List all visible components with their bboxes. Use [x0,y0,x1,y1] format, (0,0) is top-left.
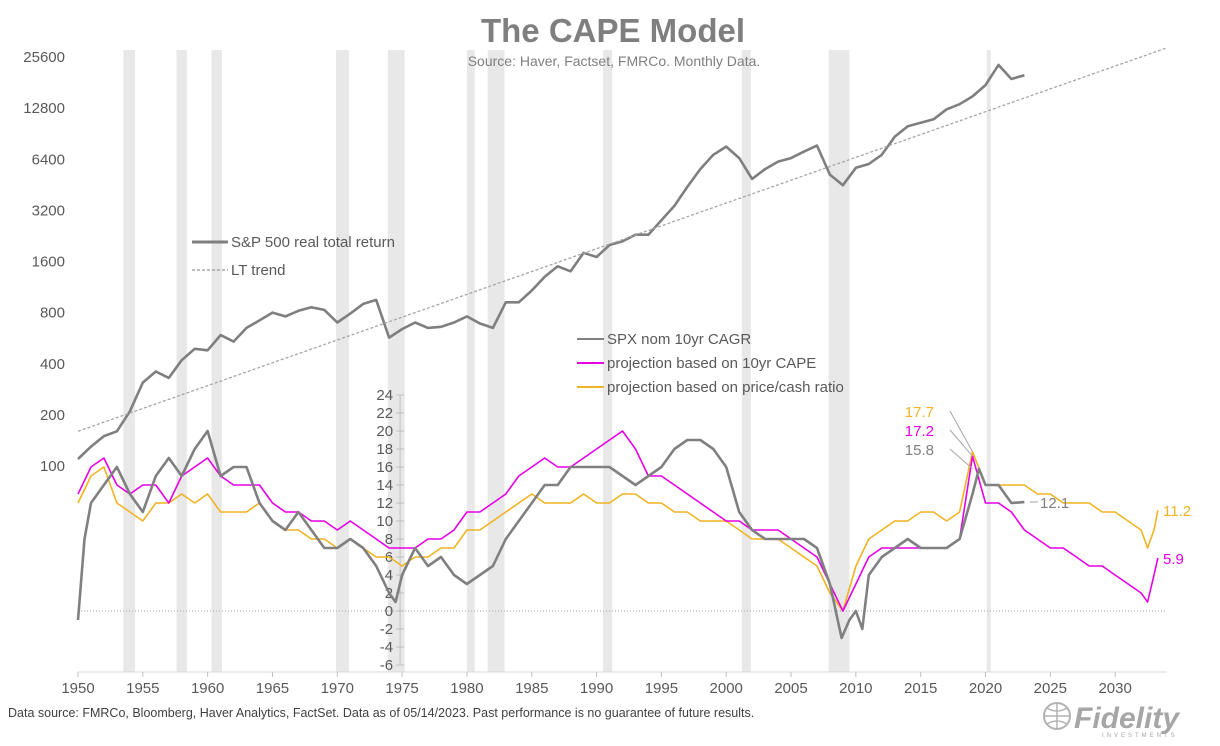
chart-title: The CAPE Model [481,12,745,49]
recession-bands [123,50,991,672]
legend-label-cagr: SPX nom 10yr CAGR [607,331,751,348]
chart-subtitle: Source: Haver, Factset, FMRCo. Monthly D… [468,53,761,69]
legend-label-pricecash: projection based on price/cash ratio [607,379,844,396]
x-tick-label: 1950 [61,680,94,697]
annotation-label: 11.2 [1163,503,1191,520]
recession-band-7 [603,50,613,672]
y-tick-label-lower: 16 [376,459,393,476]
recession-band-2 [211,50,222,672]
footnote: Data source: FMRCo, Bloomberg, Haver Ana… [8,706,754,720]
recession-band-3 [335,50,349,672]
y-tick-label-lower: 20 [376,423,393,440]
x-tick-label: 1975 [385,680,418,697]
y-tick-label-lower: 4 [385,567,393,584]
y-tick-label-lower: -4 [380,639,393,656]
y-tick-label-upper: 400 [40,356,65,373]
x-tick-label: 2005 [774,680,807,697]
recession-band-0 [123,50,136,672]
x-tick-label: 1970 [321,680,354,697]
x-tick-label: 1965 [256,680,289,697]
y-tick-label-lower: 12 [376,495,393,512]
y-tick-label-lower: -2 [380,621,393,638]
legend-label-cape: projection based on 10yr CAPE [607,355,816,372]
y-tick-label-lower: 0 [385,603,393,620]
x-tick-label: 1955 [126,680,159,697]
x-tick-label: 1995 [645,680,678,697]
series-line-lt-trend [77,47,1168,432]
y-tick-label-upper: 12800 [23,100,65,117]
recession-band-10 [986,50,991,672]
y-tick-label-upper: 200 [40,407,65,424]
annotation-label: 12.1 [1040,495,1069,512]
x-tick-label: 1960 [191,680,224,697]
y-tick-label-lower: 22 [376,405,393,422]
x-tick-label: 2025 [1034,680,1067,697]
series-line-cagr [76,429,1025,640]
globe-icon [1043,702,1071,730]
y-tick-label-lower: -6 [380,657,393,674]
series-line-pricecash [77,450,1159,612]
series-line-cape [77,430,1159,612]
y-tick-label-lower: 18 [376,441,393,458]
annotation-label: 17.7 [905,404,934,421]
y-tick-label-upper: 1600 [32,254,65,271]
annotation-label: 17.2 [905,423,934,440]
x-tick-label: 2010 [839,680,872,697]
legend-label-sp500: S&P 500 real total return [231,234,395,251]
x-tick-label: 2020 [969,680,1002,697]
y-tick-label-upper: 6400 [32,151,65,168]
legend-upper: S&P 500 real total return LT trend [192,234,395,279]
y-tick-label-upper: 25600 [23,49,65,66]
recession-band-9 [828,50,850,672]
y-tick-label-upper: 3200 [32,202,65,219]
annotation-leader [949,410,973,452]
series-lines [76,47,1168,640]
recession-band-5 [466,50,475,672]
x-tick-label: 2000 [710,680,743,697]
legend-lower: SPX nom 10yr CAGR projection based on 10… [577,331,844,396]
x-tick-label: 2015 [904,680,937,697]
x-tick-label: 1980 [450,680,483,697]
series-line-sp500 [77,63,1025,460]
annotation-leader [949,448,973,470]
logo-subtext: INVESTMENTS [1102,733,1178,739]
axes: 1950 1955 1960 1965 1970 1975 1980 1985 1990 1995… [23,49,1167,697]
y-tick-label-upper: 100 [40,458,65,475]
annotation-label: 15.8 [905,442,934,459]
y-tick-label-lower: 8 [385,531,393,548]
recession-band-6 [487,50,505,672]
x-tick-label: 1990 [580,680,613,697]
y-tick-label-lower: 24 [376,387,393,404]
y-tick-label-upper: 800 [40,305,65,322]
y-tick-label-lower: 14 [376,477,393,494]
x-tick-label: 1985 [515,680,548,697]
recession-band-8 [741,50,751,672]
annotation-leader [949,429,973,457]
fidelity-logo: Fidelity INVESTMENTS [1043,702,1180,739]
data-labels: 17.7 17.2 15.8 12.1 11.2 5.9 [905,404,1191,568]
y-tick-label-lower: 10 [376,513,393,530]
x-tick-label: 2030 [1098,680,1131,697]
logo-wordmark: Fidelity [1074,702,1180,735]
legend-label-trend: LT trend [231,262,285,279]
annotation-label: 5.9 [1163,551,1184,568]
